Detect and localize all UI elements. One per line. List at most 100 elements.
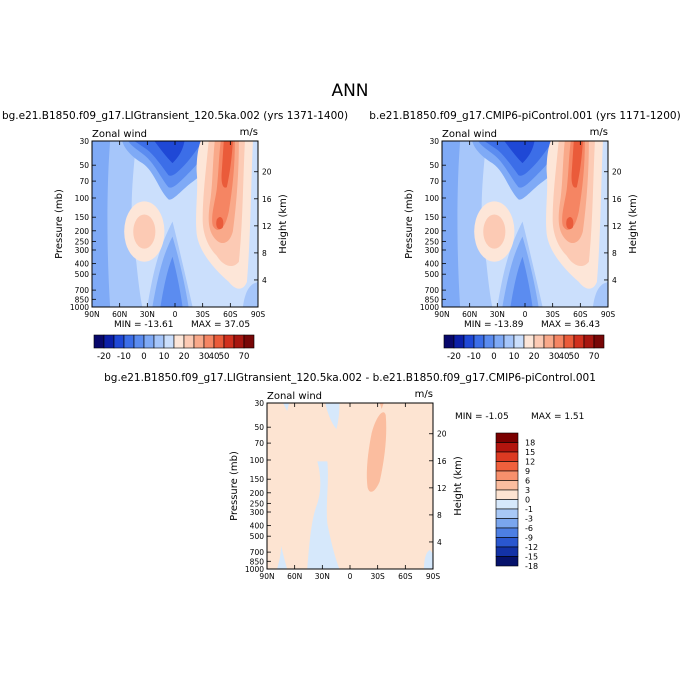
colorbar-label: 70: [589, 352, 600, 362]
panel-1-colorbar: -20 -10 0 10 20 30 40 50 70: [93, 334, 255, 362]
colorbar-label: -6: [525, 524, 533, 533]
x-tick-label: 90N: [259, 572, 274, 581]
contour-field: [267, 403, 433, 569]
colorbar-label: 6: [525, 477, 530, 486]
y-tick-label: 1000: [70, 303, 89, 312]
colorbar-box: [183, 334, 195, 349]
y2-tick-label: 4: [437, 538, 442, 547]
x-tick-label: 30N: [490, 310, 505, 319]
colorbar-box: [495, 442, 519, 453]
y2-tick-label: 8: [437, 511, 442, 520]
y-tick-label: 100: [425, 194, 440, 203]
colorbar-box: [473, 334, 485, 349]
y-tick-label: 30: [429, 137, 439, 146]
y-tick-label: 30: [254, 399, 264, 408]
colorbar-label: -3: [525, 515, 533, 524]
contour-level: [277, 545, 288, 569]
y-tick-label: 30: [79, 137, 89, 146]
contour-field: [92, 141, 258, 307]
x-tick-label: 60S: [573, 310, 588, 319]
colorbar-box: [483, 334, 495, 349]
panel-2-min-label: MIN = -13.89: [464, 320, 524, 330]
x-tick-label: 60S: [398, 572, 413, 581]
colorbar-box: [495, 451, 519, 462]
colorbar-box: [213, 334, 225, 349]
colorbar-label: 30: [199, 352, 210, 362]
contour-level: [242, 281, 258, 307]
x-tick-label: 0: [173, 310, 178, 319]
colorbar-label: -15: [525, 553, 538, 562]
contour-level: [221, 141, 233, 188]
y-tick-label: 200: [250, 489, 265, 498]
y-tick-label: 850: [425, 295, 440, 304]
panel-2-units: m/s: [590, 127, 608, 138]
y-tick-label: 70: [79, 177, 89, 186]
colorbar-label: -9: [525, 534, 533, 543]
panel-1-title: bg.e21.B1850.f09_g17.LIGtransient_120.5k…: [2, 110, 348, 122]
colorbar-box: [233, 334, 245, 349]
x-tick-label: 30N: [140, 310, 155, 319]
panel-2-ticks: 90N 60N 30N 0 30S 60S 90S 30 50 70 100 150 200250300…: [420, 137, 622, 319]
contour-level: [133, 214, 156, 249]
panel-3-units: m/s: [415, 389, 433, 400]
contour-level: [592, 281, 608, 307]
y-tick-label: 250: [425, 237, 440, 246]
colorbar-label: -18: [525, 562, 538, 571]
colorbar-label: 18: [525, 439, 535, 448]
contour-level: [154, 141, 185, 164]
y-tick-label: 250: [75, 237, 90, 246]
y2-tick-label: 20: [437, 430, 447, 439]
y-tick-label: 200: [425, 227, 440, 236]
y2-tick-label: 4: [262, 276, 267, 285]
colorbar-label: 0: [491, 352, 496, 362]
panel-2-max-label: MAX = 36.43: [541, 320, 600, 330]
x-tick-label: 90S: [601, 310, 616, 319]
y-tick-label: 300: [250, 508, 265, 517]
contour-level: [325, 403, 340, 430]
colorbar-box: [495, 470, 519, 481]
y-tick-label: 250: [250, 499, 265, 508]
colorbar-label: 40: [559, 352, 570, 362]
colorbar-label: -20: [447, 352, 461, 362]
panel-1: bg.e21.B1850.f09_g17.LIGtransient_120.5k…: [2, 110, 348, 362]
colorbar-label: 15: [525, 448, 535, 457]
contour-level: [160, 256, 183, 307]
colorbar-box: [495, 499, 519, 510]
colorbar-box: [495, 556, 519, 567]
colorbar-box: [113, 334, 125, 349]
colorbar-box: [543, 334, 555, 349]
x-tick-label: 60S: [223, 310, 238, 319]
contour-level: [366, 412, 387, 492]
colorbar-label: 50: [219, 352, 230, 362]
colorbar-label: 30: [549, 352, 560, 362]
colorbar-box: [495, 480, 519, 491]
y-tick-label: 400: [250, 522, 265, 531]
y2-tick-label: 20: [262, 168, 272, 177]
y-tick-label: 400: [425, 260, 440, 269]
y-tick-label: 500: [250, 532, 265, 541]
panel-3-min-label: MIN = -1.05: [455, 412, 509, 422]
colorbar-box: [495, 537, 519, 548]
panel-1-y2-axis-label: Height (km): [278, 194, 289, 254]
x-tick-label: 30S: [371, 572, 386, 581]
panel-1-variable: Zonal wind: [92, 129, 147, 140]
colorbar-label: -12: [525, 543, 538, 552]
y-tick-label: 500: [425, 270, 440, 279]
x-tick-label: 90S: [251, 310, 266, 319]
x-tick-label: 90S: [426, 572, 441, 581]
panel-3-title: bg.e21.B1850.f09_g17.LIGtransient_120.5k…: [104, 372, 596, 384]
page-title: ANN: [331, 81, 368, 101]
colorbar-box: [203, 334, 215, 349]
colorbar-box: [443, 334, 455, 349]
panel-2-plot-area: [441, 140, 609, 308]
y-tick-label: 300: [425, 246, 440, 255]
colorbar-label: 20: [179, 352, 190, 362]
colorbar-label: -10: [117, 352, 131, 362]
y-tick-label: 200: [75, 227, 90, 236]
colorbar-box: [243, 334, 255, 349]
panel-3-ticks: 90N 60N 30N 0 30S 60S 90S 30 50 70 100 150 200250300…: [245, 399, 447, 581]
colorbar-box: [523, 334, 535, 349]
y2-tick-label: 12: [612, 222, 622, 231]
y-tick-label: 70: [254, 439, 264, 448]
colorbar-box: [133, 334, 145, 349]
